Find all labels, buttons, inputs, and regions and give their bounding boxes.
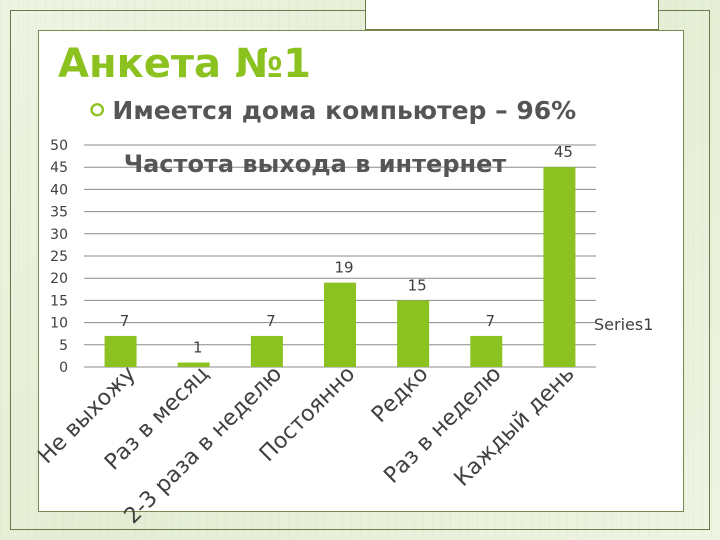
slide-frame-tab: [365, 0, 659, 30]
data-label: 19: [334, 259, 353, 277]
legend-series-label: Series1: [594, 315, 653, 334]
data-label: 45: [554, 143, 573, 161]
bar: [470, 335, 503, 367]
circle-bullet-icon: ⭘: [90, 100, 105, 121]
y-tick-label: 5: [59, 338, 68, 354]
bar: [324, 282, 356, 367]
slide-content-frame: [38, 30, 684, 512]
bar: [177, 362, 210, 367]
y-tick-label: 15: [50, 293, 68, 309]
bars: [104, 167, 576, 367]
bullet-line: ⭘ Имеется дома компьютер – 96%: [90, 95, 576, 130]
data-label: 15: [408, 276, 427, 294]
y-tick-label: 45: [50, 160, 68, 176]
bar: [397, 300, 430, 367]
y-tick-label: 30: [50, 227, 68, 243]
bar: [543, 167, 576, 367]
data-label: 7: [266, 312, 276, 330]
y-tick-label: 35: [50, 205, 68, 221]
y-tick-label: 20: [50, 271, 68, 287]
slide-title: Анкета №1: [58, 41, 311, 87]
y-tick-label: 50: [50, 138, 68, 154]
data-label: 1: [193, 339, 203, 357]
y-tick-label: 0: [59, 360, 68, 376]
bullet-text: Имеется дома компьютер – 96%: [112, 96, 577, 125]
chart-title: Частота выхода в интернет: [124, 150, 507, 178]
bar: [104, 335, 137, 367]
y-axis: 0 5 10 15 20 25 30 35 40 45 50: [50, 138, 68, 376]
y-tick-label: 40: [50, 182, 68, 198]
category-label: Редко: [367, 362, 433, 428]
data-labels: 7 1 7 19 15 7 45: [120, 143, 573, 356]
slide-outer-frame: [10, 10, 710, 530]
bar: [250, 335, 283, 367]
data-label: 7: [486, 312, 496, 330]
y-tick-label: 25: [50, 249, 68, 265]
data-label: 7: [120, 312, 130, 330]
y-tick-label: 10: [50, 316, 68, 332]
